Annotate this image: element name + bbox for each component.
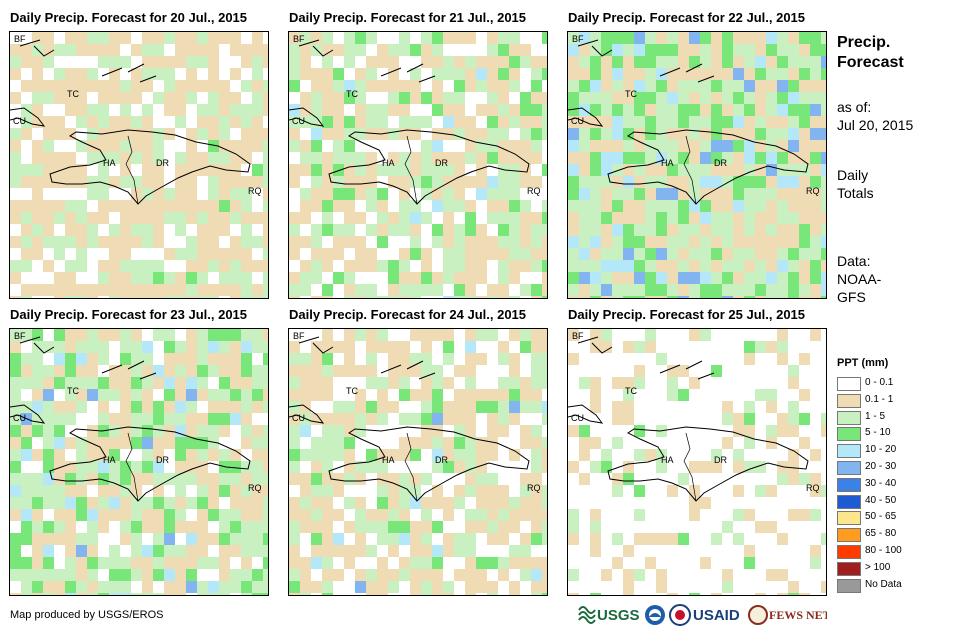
legend-swatch (837, 477, 861, 492)
panel-title-5: Daily Precip. Forecast for 24 Jul., 2015 (289, 307, 527, 322)
legend-swatch (837, 578, 861, 593)
totals-text: Daily Totals (837, 167, 874, 201)
legend-swatch (837, 494, 861, 509)
panel-title-2: Daily Precip. Forecast for 21 Jul., 2015 (289, 10, 527, 25)
agency-logos: USGS USAID FEWS NET (577, 600, 831, 628)
legend-swatch (837, 545, 861, 559)
panel-title-6: Daily Precip. Forecast for 25 Jul., 2015 (568, 307, 806, 322)
legend-label: 10 - 20 (865, 444, 897, 456)
map-label-tc: TC (346, 386, 358, 396)
map-label-cu: CU (13, 116, 26, 126)
precip-grid-5 (289, 329, 547, 595)
map-label-dr: DR (714, 455, 727, 465)
precip-grid-4 (10, 329, 268, 595)
map-label-bf: BF (14, 331, 26, 341)
map-label-bf: BF (293, 34, 305, 44)
usgs-logo: USGS (578, 606, 640, 624)
map-panel-3: BF CU HA DR RQ TC (567, 31, 827, 299)
legend-label: 20 - 30 (865, 461, 897, 472)
legend-swatch (837, 561, 861, 576)
legend-swatch (837, 393, 861, 408)
precip-grid-3 (568, 32, 826, 298)
map-label-ha: HA (103, 455, 116, 465)
usaid-logo: USAID (693, 607, 740, 624)
map-label-ha: HA (661, 158, 674, 168)
panel-title-4: Daily Precip. Forecast for 23 Jul., 2015 (10, 307, 248, 322)
usaid-seal (669, 604, 691, 626)
fewsnet-text: FEWS NET (769, 608, 827, 622)
precip-grid-1 (10, 32, 268, 298)
map-label-cu: CU (292, 413, 305, 423)
map-label-dr: DR (156, 158, 169, 168)
map-label-bf: BF (572, 331, 584, 341)
panel-title-1: Daily Precip. Forecast for 20 Jul., 2015 (10, 10, 248, 25)
map-label-cu: CU (571, 413, 584, 423)
legend-label: No Data (865, 578, 902, 590)
as-of-text: as of: Jul 20, 2015 (837, 99, 914, 133)
legend-label: 5 - 10 (865, 427, 891, 439)
map-label-dr: DR (156, 455, 169, 465)
map-panel-6: BF CU HA DR RQ TC (567, 328, 827, 596)
legend-label: 65 - 80 (865, 528, 897, 540)
map-label-dr: DR (435, 455, 448, 465)
map-label-ha: HA (382, 455, 395, 465)
side-title: Precip. Forecast (837, 34, 904, 71)
map-label-cu: CU (13, 413, 26, 423)
usaid-text: USAID (693, 607, 740, 624)
legend-swatch (837, 410, 861, 425)
map-panel-1: BF CU HA DR RQ TC (9, 31, 269, 299)
map-label-cu: CU (292, 116, 305, 126)
map-label-ha: HA (382, 158, 395, 168)
legend-label: 1 - 5 (865, 410, 886, 422)
legend-label: 0 - 0.1 (865, 377, 894, 388)
legend-label: 40 - 50 (865, 494, 897, 506)
usgs-text: USGS (597, 607, 640, 624)
map-label-ha: HA (103, 158, 116, 168)
map-label-dr: DR (714, 158, 727, 168)
panel-title-3: Daily Precip. Forecast for 22 Jul., 2015 (568, 10, 806, 25)
map-label-bf: BF (14, 34, 26, 44)
fewsnet-logo: FEWS NET (748, 605, 831, 625)
map-label-tc: TC (67, 386, 79, 396)
map-label-dr: DR (435, 158, 448, 168)
map-label-tc: TC (67, 89, 79, 99)
legend-swatch (837, 444, 861, 459)
map-label-rq: RQ (248, 483, 262, 493)
map-label-tc: TC (625, 386, 637, 396)
legend-swatch (837, 377, 861, 391)
map-label-rq: RQ (806, 483, 820, 493)
map-label-rq: RQ (806, 186, 820, 196)
map-label-rq: RQ (527, 186, 541, 196)
legend-swatch (837, 427, 861, 442)
map-label-rq: RQ (248, 186, 262, 196)
legend-label: 0.1 - 1 (865, 393, 894, 405)
precip-grid-2 (289, 32, 547, 298)
map-label-tc: TC (625, 89, 637, 99)
map-panel-4: BF CU HA DR RQ TC (9, 328, 269, 596)
map-label-bf: BF (572, 34, 584, 44)
legend-swatch (837, 461, 861, 475)
map-label-bf: BF (293, 331, 305, 341)
map-panel-5: BF CU HA DR RQ TC (288, 328, 548, 596)
legend-label: 80 - 100 (865, 545, 902, 556)
legend-label: > 100 (865, 561, 891, 573)
map-panel-2: BF CU HA DR RQ TC (288, 31, 548, 299)
map-label-rq: RQ (527, 483, 541, 493)
map-credit: Map produced by USGS/EROS (10, 609, 164, 621)
legend-swatch (837, 511, 861, 526)
legend-label: 50 - 65 (865, 511, 897, 523)
legend-label: 30 - 40 (865, 477, 897, 489)
map-label-tc: TC (346, 89, 358, 99)
noaa-logo (645, 605, 665, 625)
data-source-text: Data: NOAA- GFS (837, 253, 882, 305)
legend-title: PPT (mm) (837, 357, 889, 369)
precip-grid-6 (568, 329, 826, 595)
map-label-ha: HA (661, 455, 674, 465)
legend-swatch (837, 528, 861, 543)
map-label-cu: CU (571, 116, 584, 126)
